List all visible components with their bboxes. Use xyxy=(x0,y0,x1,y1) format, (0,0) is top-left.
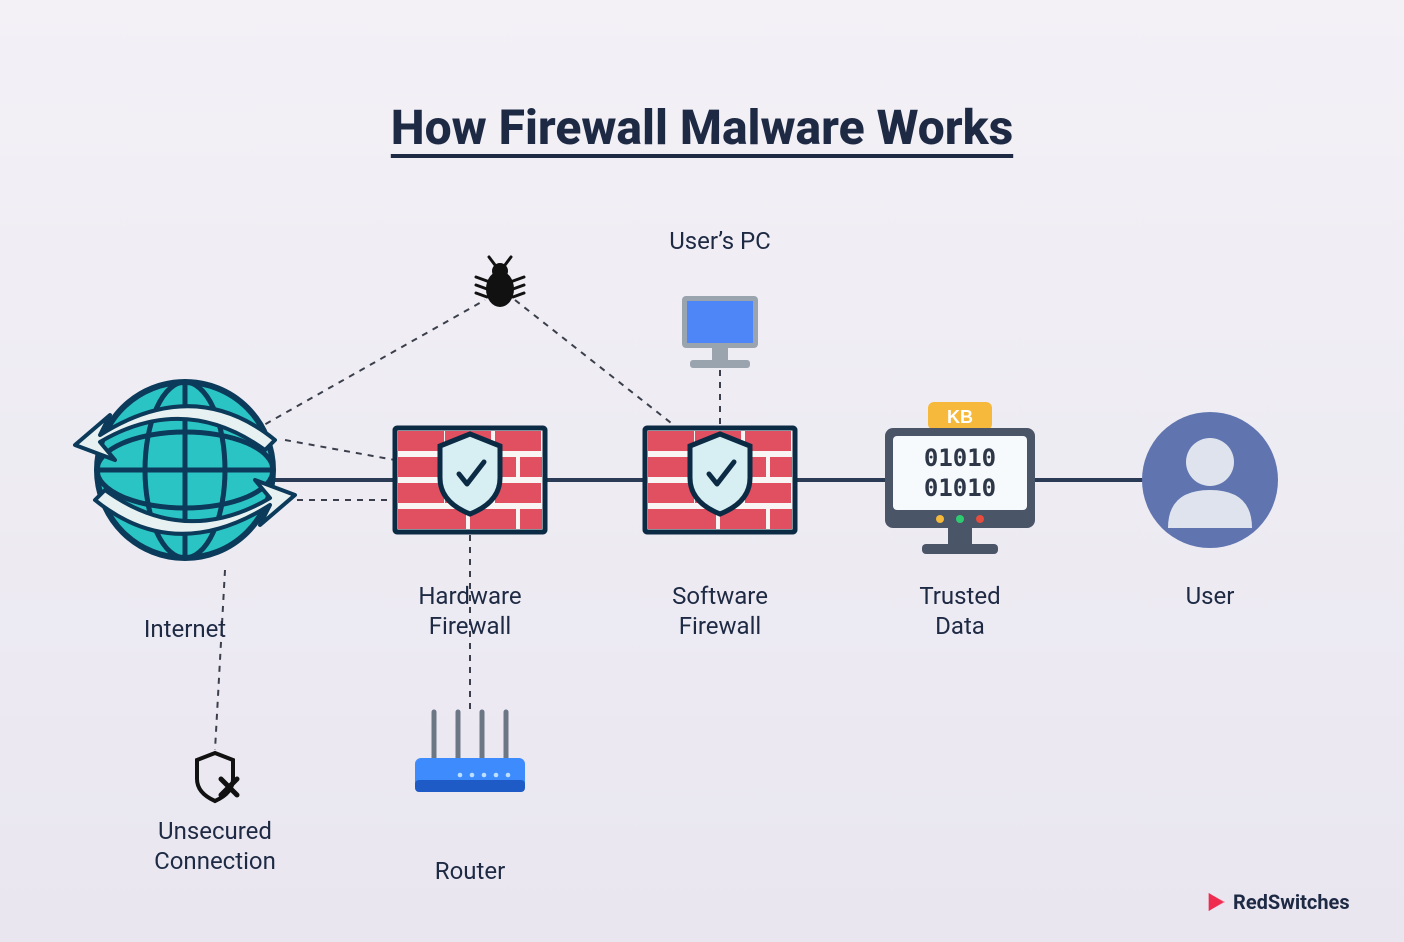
brand-logo: RedSwitches xyxy=(1205,890,1350,914)
swfw-icon xyxy=(645,428,795,532)
internet-label: Internet xyxy=(65,614,305,644)
hwfw-label: HardwareFirewall xyxy=(350,581,590,641)
router-label: Router xyxy=(350,856,590,886)
page-title: How Firewall Malware Works xyxy=(0,99,1404,156)
svg-text:01010: 01010 xyxy=(924,474,996,502)
svg-text:KB: KB xyxy=(947,407,973,427)
pc-label: User’s PC xyxy=(600,226,840,256)
unsecured-label: UnsecuredConnection xyxy=(95,816,335,876)
diagram-stage: KB0101001010 How Firewall Malware Works … xyxy=(0,0,1404,942)
brand-text: RedSwitches xyxy=(1233,890,1350,914)
trusted-label: TrustedData xyxy=(840,581,1080,641)
brand-play-icon xyxy=(1205,891,1227,913)
user-label: User xyxy=(1090,581,1330,611)
swfw-label: SoftwareFirewall xyxy=(600,581,840,641)
user-icon xyxy=(1142,412,1278,548)
hwfw-icon xyxy=(395,428,545,532)
svg-text:01010: 01010 xyxy=(924,444,996,472)
